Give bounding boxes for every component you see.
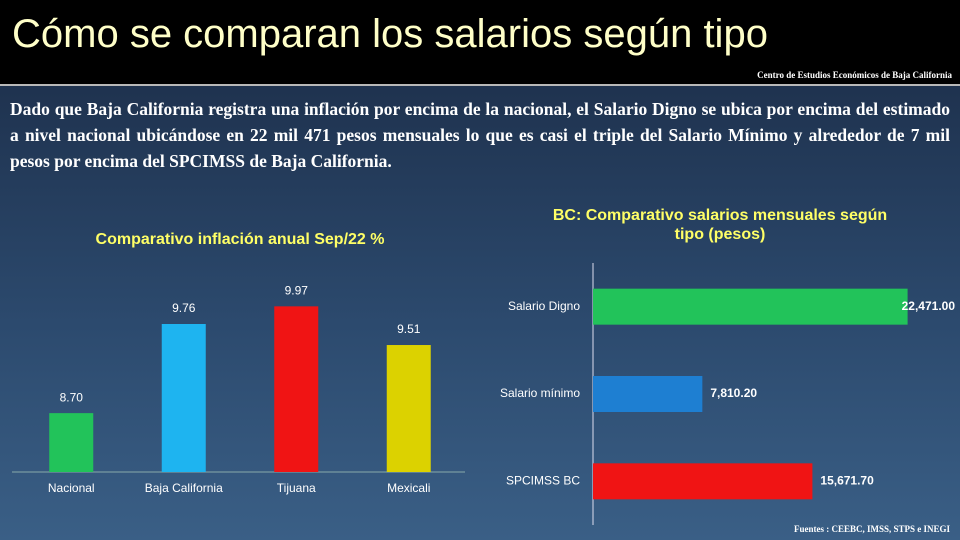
y-tick-label: Salario Digno: [508, 299, 580, 313]
source: Fuentes : CEEBC, IMSS, STPS e INEGI: [793, 524, 950, 534]
bar: [274, 306, 319, 472]
slide-title: Cómo se comparan los salarios según tipo: [12, 12, 768, 56]
value-label: 15,671.70: [820, 474, 874, 488]
value-label: 9.76: [172, 301, 196, 315]
bar: [593, 463, 813, 500]
value-label: 9.97: [285, 284, 309, 298]
bar: [593, 288, 908, 325]
value-label: 8.70: [60, 390, 84, 404]
x-tick-label: Mexicali: [387, 481, 430, 495]
header-bar: Cómo se comparan los salarios según tipo…: [0, 0, 960, 86]
value-label: 9.51: [397, 322, 421, 336]
paragraph: Dado que Baja California registra una in…: [10, 99, 950, 171]
subtitle: Centro de Estudios Económicos de Baja Ca…: [757, 70, 952, 80]
y-tick-label: Salario mínimo: [500, 386, 580, 400]
y-tick-label: SPCIMSS BC: [506, 474, 580, 488]
value-label: 22,471.00: [902, 299, 956, 313]
x-tick-label: Nacional: [48, 481, 95, 495]
x-tick-label: Baja California: [145, 481, 223, 495]
value-label: 7,810.20: [710, 386, 757, 400]
bar: [386, 345, 431, 472]
chart-title: Comparativo inflación anual Sep/22 %: [96, 231, 385, 248]
x-tick-label: Tijuana: [277, 481, 316, 495]
bar: [593, 376, 703, 412]
bar: [161, 324, 206, 472]
bar: [49, 413, 94, 472]
chart-title: BC: Comparativo salarios mensuales según…: [552, 207, 888, 243]
